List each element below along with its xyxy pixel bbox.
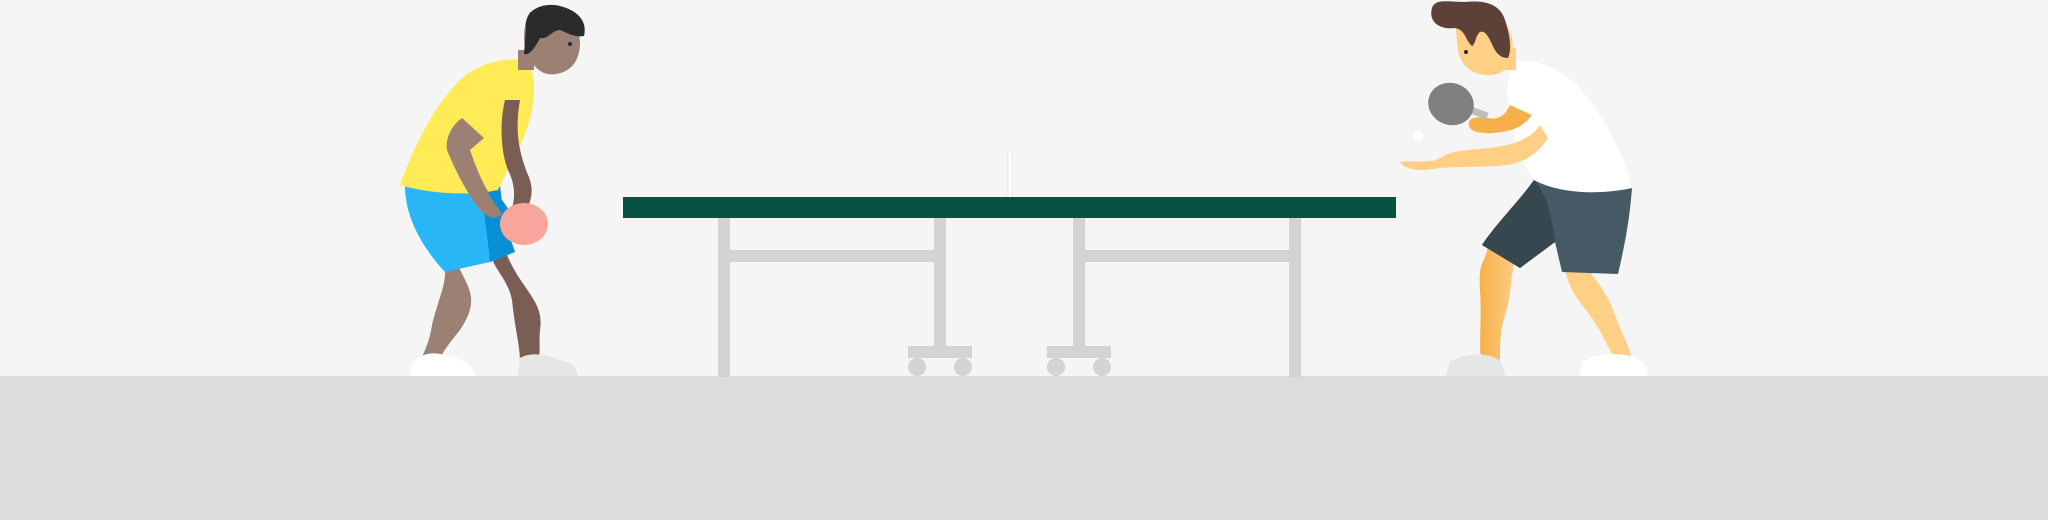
right-player	[1400, 1, 1648, 376]
left-player-paddle	[488, 190, 548, 245]
table-tennis-player-icon	[1400, 1, 1648, 376]
right-player-paddle	[1428, 82, 1489, 126]
right-player-head	[1431, 1, 1513, 76]
right-player-shirt	[1507, 61, 1632, 193]
left-player	[400, 4, 585, 376]
background	[0, 0, 2048, 376]
right-player-far-arm	[1400, 125, 1548, 170]
ping-pong-table-icon	[623, 151, 1396, 377]
left-player-head	[524, 4, 585, 75]
right-player-near-arm	[1468, 105, 1532, 134]
left-player-back-leg	[492, 250, 541, 362]
left-player-shoe-back	[518, 354, 578, 376]
left-player-front-leg	[420, 260, 472, 362]
net	[1007, 151, 1013, 199]
floor	[0, 376, 2048, 520]
left-player-shoe-front	[410, 353, 476, 376]
table-leg-right	[1047, 215, 1301, 377]
right-player-shoe-back	[1446, 354, 1505, 376]
right-player-front-leg	[1560, 248, 1632, 362]
ball-icon	[1413, 131, 1423, 141]
left-player-far-arm	[501, 100, 532, 210]
table-tennis-player-icon	[400, 4, 585, 376]
table-leg-left	[718, 215, 972, 377]
right-player-shoe-front	[1580, 354, 1648, 376]
right-player-back-leg	[1479, 240, 1518, 362]
left-player-near-arm	[446, 118, 502, 218]
table-top	[623, 197, 1396, 218]
